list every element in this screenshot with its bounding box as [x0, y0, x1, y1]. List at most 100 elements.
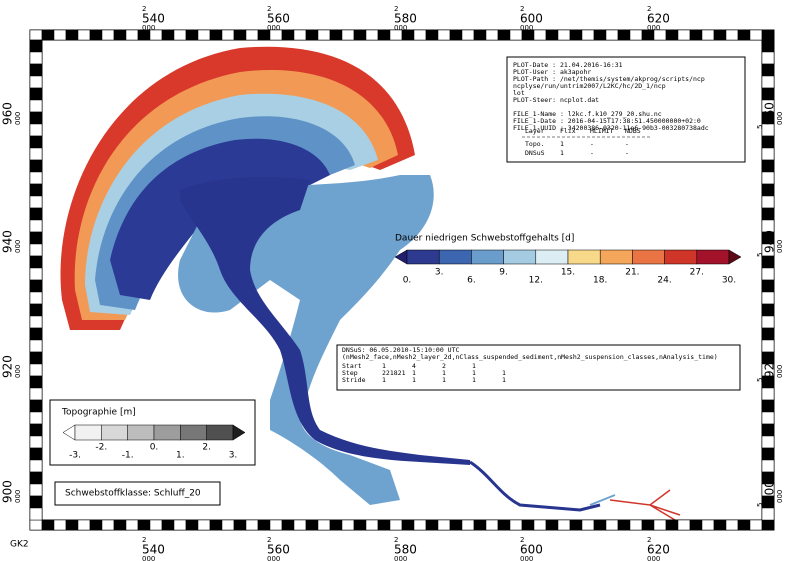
legend-label: 30.: [722, 276, 736, 286]
border-cell: [233, 519, 247, 531]
border-cell: [509, 519, 523, 531]
x-coord-prefix: 2: [267, 5, 271, 13]
border-cell: [29, 75, 43, 89]
border-cell: [161, 29, 175, 41]
legend-label: 9.: [499, 268, 508, 278]
border-cell: [377, 519, 391, 531]
border-cell: [761, 183, 775, 197]
border-cell: [53, 29, 67, 41]
border-cell: [473, 29, 487, 41]
border-cell: [29, 51, 43, 65]
legend-label: -1.: [122, 451, 134, 461]
border-cell: [761, 387, 775, 401]
border-cell: [125, 29, 139, 41]
border-cell: [761, 279, 775, 293]
info-line: PLOT-Steer: ncplot.dat: [513, 96, 599, 104]
border-cell: [533, 29, 547, 41]
y-coord-label: 000: [776, 112, 784, 125]
border-cell: [293, 519, 307, 531]
border-cell: [29, 303, 43, 317]
border-cell: [581, 519, 595, 531]
class-box: [54, 481, 221, 506]
legend: Dauer niedrigen Schwebstoffgehalts [d] 0.…: [394, 234, 742, 286]
border-cell: [29, 63, 43, 77]
x-coord-suffix: 000: [267, 555, 280, 561]
border-cell: [761, 315, 775, 329]
y-coord-label: 940: [763, 230, 777, 253]
border-cell: [101, 519, 115, 531]
x-coord-label: 600: [520, 12, 543, 26]
legend-over: [728, 249, 742, 265]
border-cell: [269, 519, 283, 531]
y-coord-label: 000: [14, 365, 22, 378]
time-cell: 1: [502, 369, 506, 377]
x-coord-label: 620: [647, 543, 670, 557]
border-cell: [665, 519, 679, 531]
border-cell: [53, 519, 67, 531]
y-coord-label: 5: [756, 378, 764, 382]
x-coord-suffix: 000: [267, 24, 280, 32]
border-cell: [401, 519, 415, 531]
legend-swatch: [599, 249, 633, 265]
border-cell: [437, 29, 451, 41]
coordinate-labels: 2540000254000025600002560000258000025800…: [0, 5, 784, 561]
y-coord-label: 000: [776, 365, 784, 378]
legend-label: 12.: [529, 276, 543, 286]
map-area: [60, 46, 681, 521]
border-cell: [281, 519, 295, 531]
border-cell: [29, 339, 43, 353]
border-cell: [485, 519, 499, 531]
border-cell: [101, 29, 115, 41]
x-coord-suffix: 000: [520, 24, 533, 32]
border-cell: [497, 519, 511, 531]
border-cell: [29, 519, 43, 531]
border-cell: [761, 399, 775, 413]
x-coord-prefix: 2: [647, 536, 651, 544]
border-cell: [425, 519, 439, 531]
border-cell: [317, 519, 331, 531]
border-cell: [29, 363, 43, 377]
border-cell: [497, 29, 511, 41]
border-cell: [209, 29, 223, 41]
legend-swatch: [180, 424, 207, 441]
border-cell: [593, 29, 607, 41]
legend-swatch: [696, 249, 730, 265]
info-box: [506, 56, 746, 163]
border-cell: [209, 519, 223, 531]
border-cell: [581, 29, 595, 41]
border-cell: [377, 29, 391, 41]
info-line: FILE_1-Date : 2016-04-15T17:38:51.450000…: [513, 117, 701, 125]
border-cell: [329, 519, 343, 531]
border-cell: [245, 519, 259, 531]
time-cell: Stride: [342, 376, 366, 384]
border-cell: [449, 519, 463, 531]
border-cell: [761, 147, 775, 161]
info-line: ncplyse/run/untrim2007/L2KC/hc/2D_1/ncp: [513, 82, 666, 90]
legend-label: 21.: [625, 268, 639, 278]
x-coord-prefix: 2: [520, 5, 524, 13]
border-cell: [677, 29, 691, 41]
time-cell: 2: [442, 362, 446, 370]
info-cell: 1: [560, 140, 564, 148]
info-line: lot: [513, 89, 525, 97]
x-coord-label: 540: [142, 12, 165, 26]
legend-swatch: [153, 424, 181, 441]
legend-swatch: [438, 249, 472, 265]
time-cell: 1: [382, 376, 386, 384]
border-cell: [629, 29, 643, 41]
border-cell: [29, 111, 43, 125]
border-cell: [557, 29, 571, 41]
border-cell: [545, 29, 559, 41]
info-cell: -: [625, 140, 629, 148]
time-cell: Step: [342, 369, 358, 377]
legend-label: 24.: [657, 276, 671, 286]
border-cell: [449, 29, 463, 41]
time-cell: 1: [502, 376, 506, 384]
info-cell: Layer: [525, 127, 545, 135]
legend-title: Dauer niedrigen Schwebstoffgehalts [d]: [395, 234, 574, 244]
border-cell: [29, 255, 43, 269]
